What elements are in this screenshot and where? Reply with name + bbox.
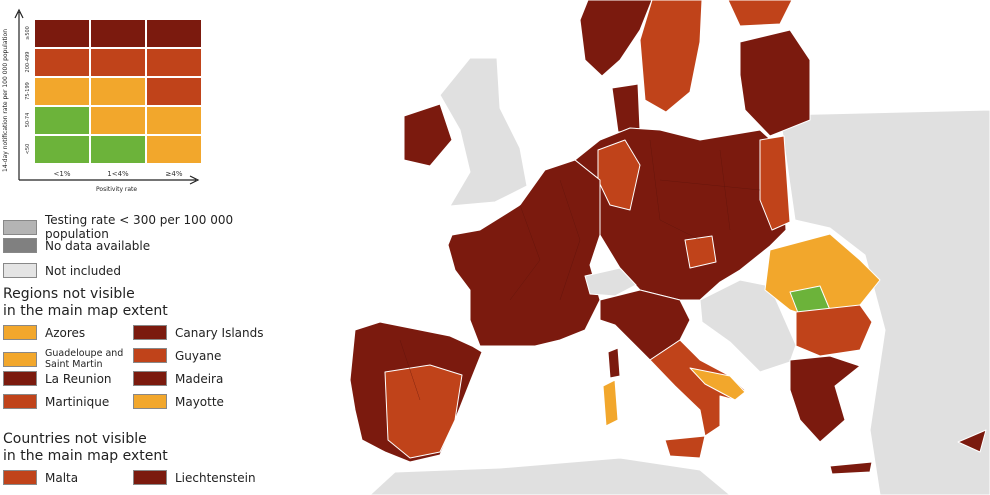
status-label: Not included xyxy=(45,263,121,278)
matrix-cell xyxy=(146,77,202,106)
swatch xyxy=(133,348,167,363)
region-border xyxy=(399,139,761,401)
matrix-cell xyxy=(34,48,90,77)
sicily xyxy=(664,435,706,459)
axis-arrow xyxy=(14,8,200,185)
status-legend-item: Testing rate < 300 per 100 000 populatio… xyxy=(3,213,300,241)
finland xyxy=(727,0,793,27)
swatch xyxy=(3,238,37,253)
matrix-cell xyxy=(146,106,202,135)
item-label: Madeira xyxy=(175,371,224,386)
item-label: La Reunion xyxy=(45,371,112,386)
ireland xyxy=(403,103,453,167)
column-label: <1% xyxy=(53,170,71,178)
matrix-cell xyxy=(146,135,202,164)
crete xyxy=(829,461,873,475)
swatch xyxy=(133,371,167,386)
swatch xyxy=(3,394,37,409)
legend-item: Martinique xyxy=(3,394,109,409)
cyprus xyxy=(957,429,987,453)
great-britain xyxy=(439,57,528,207)
switzerland xyxy=(584,267,637,297)
matrix-cell xyxy=(90,77,146,106)
greece xyxy=(789,355,861,443)
matrix-cell xyxy=(34,106,90,135)
puglia xyxy=(689,367,746,401)
item-label: Liechtenstein xyxy=(175,470,256,485)
status-label: Testing rate < 300 per 100 000 populatio… xyxy=(45,213,234,241)
matrix-cell xyxy=(146,48,202,77)
non-included-east xyxy=(779,109,990,495)
item-label: Canary Islands xyxy=(175,325,264,340)
status-legend-item: Not included xyxy=(3,263,121,278)
region-borders xyxy=(399,139,761,401)
column-label: 1<4% xyxy=(107,170,129,178)
section-title: Regions not visible in the main map exte… xyxy=(3,286,168,319)
legend-item: La Reunion xyxy=(3,371,112,386)
swatch xyxy=(133,394,167,409)
item-label: Guyane xyxy=(175,348,222,363)
matrix-cell xyxy=(34,135,90,164)
north-africa xyxy=(369,457,731,495)
swatch xyxy=(133,325,167,340)
item-label: Guadeloupe and Saint Martin xyxy=(45,348,124,370)
denmark xyxy=(611,83,641,133)
matrix-cell xyxy=(90,48,146,77)
swatch xyxy=(3,371,37,386)
matrix-axes xyxy=(14,8,200,185)
item-label: Malta xyxy=(45,470,79,485)
baltics xyxy=(739,29,811,137)
section-title: Countries not visible in the main map ex… xyxy=(3,431,168,464)
legend-item: Canary Islands xyxy=(133,325,264,340)
swatch xyxy=(3,470,37,485)
map-land xyxy=(349,0,990,495)
matrix-cell xyxy=(90,106,146,135)
legend: ≥500 200-499 75-199 50-74 <50 <1% 1<4% ≥4% 14-da… xyxy=(0,0,300,495)
swatch xyxy=(3,263,37,278)
legend-item: Mayotte xyxy=(133,394,224,409)
legend-item: Guadeloupe and Saint Martin xyxy=(3,348,130,370)
column-label: ≥4% xyxy=(165,170,183,178)
matrix-cell xyxy=(90,135,146,164)
sweden xyxy=(639,0,703,113)
matrix-cell xyxy=(146,19,202,48)
legend-item: Liechtenstein xyxy=(133,470,256,485)
matrix-cell xyxy=(34,77,90,106)
iberia-south xyxy=(384,364,463,459)
italy-south xyxy=(649,339,746,437)
matrix-cell xyxy=(90,19,146,48)
austria-region xyxy=(684,235,717,269)
legend-item: Guyane xyxy=(133,348,221,363)
swatch xyxy=(133,470,167,485)
status-label: No data available xyxy=(45,238,151,253)
matrix-cell xyxy=(34,19,90,48)
status-legend-item: No data available xyxy=(3,238,150,253)
bulgaria xyxy=(795,304,873,357)
legend-item: Azores xyxy=(3,325,85,340)
swatch xyxy=(3,325,37,340)
x-axis-label: Positivity rate xyxy=(96,186,138,193)
swatch xyxy=(3,351,37,367)
swatch xyxy=(3,219,37,235)
france xyxy=(447,159,601,347)
sardinia xyxy=(602,379,619,427)
item-label: Mayotte xyxy=(175,394,224,409)
item-label: Martinique xyxy=(45,394,110,409)
legend-item: Madeira xyxy=(133,371,223,386)
corsica xyxy=(607,347,621,379)
item-label: Azores xyxy=(45,325,86,340)
legend-item: Malta xyxy=(3,470,78,485)
